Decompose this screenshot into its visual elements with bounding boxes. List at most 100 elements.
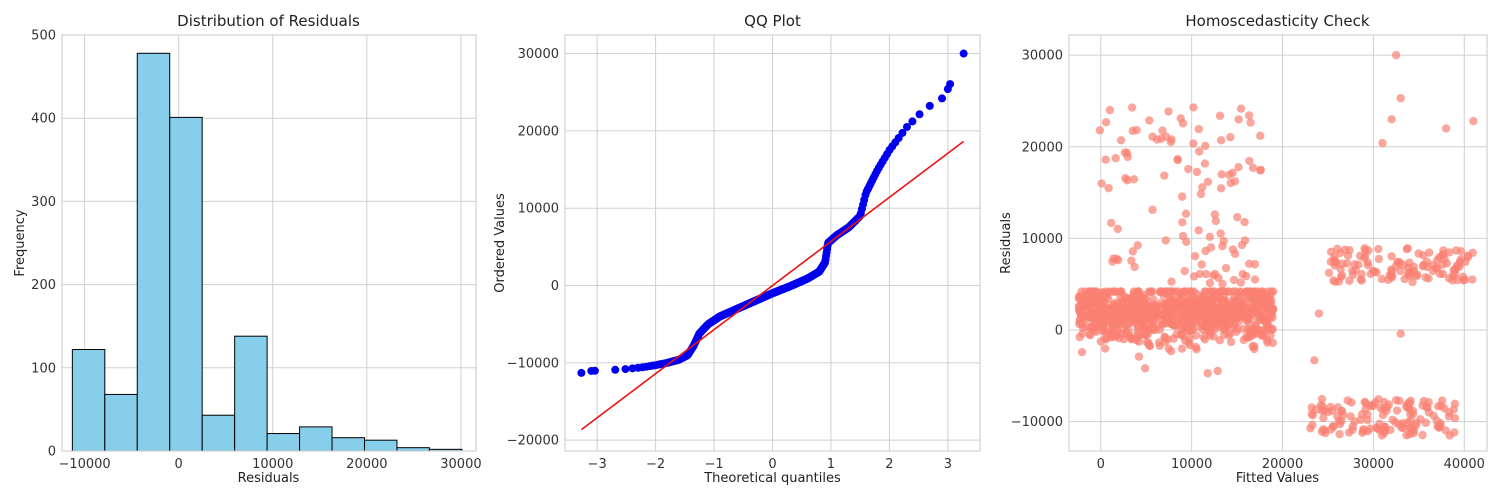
residual-point: [1256, 166, 1265, 175]
residual-point: [1174, 287, 1183, 296]
residual-point: [1234, 115, 1243, 124]
residual-point: [1197, 260, 1206, 269]
residual-point: [1115, 287, 1125, 296]
residual-point: [1441, 124, 1451, 133]
qq-point: [902, 122, 911, 131]
histogram-bar: [364, 439, 398, 452]
residual-point: [1201, 269, 1211, 279]
residual-point: [1405, 267, 1414, 277]
qq-point: [898, 128, 907, 137]
histogram-grid: [62, 34, 476, 452]
residual-point: [1356, 275, 1365, 284]
qq-plot-y-tick-label: 10000: [518, 202, 559, 217]
residual-point: [1123, 176, 1132, 185]
residual-point: [1229, 275, 1239, 285]
residual-point: [1205, 278, 1215, 288]
residual-point: [1216, 136, 1226, 145]
residual-point: [1127, 103, 1137, 112]
qq-plot-x-tick-label: 3: [944, 457, 952, 472]
homoscedasticity-y-tick-label: 10000: [1022, 232, 1063, 247]
residual-point: [1396, 94, 1405, 103]
residual-point: [1414, 249, 1423, 258]
residual-point: [1134, 330, 1143, 340]
residual-point: [1380, 428, 1389, 438]
homoscedasticity-panel: Homoscedasticity Check Fitted Values Res…: [999, 12, 1488, 486]
qq-plot-x-tick-label: −2: [646, 457, 665, 472]
residual-point: [1217, 309, 1226, 318]
residual-point: [1185, 341, 1195, 350]
residual-point: [1317, 427, 1327, 436]
qq-plot-y-tick-label: −20000: [507, 434, 559, 449]
residual-point: [1217, 170, 1226, 179]
residual-point: [1450, 399, 1460, 409]
residual-point: [1312, 405, 1321, 414]
qq-plot-x-tick-label: 1: [827, 457, 835, 472]
residual-point: [1210, 269, 1220, 279]
residual-point: [1097, 179, 1106, 188]
histogram-bars: [71, 52, 463, 452]
residual-point: [1233, 212, 1242, 222]
residual-point: [1182, 304, 1192, 313]
residual-points: [1074, 50, 1478, 440]
homoscedasticity-x-tick-label: 30000: [1353, 457, 1394, 472]
residual-point: [1140, 318, 1149, 328]
residual-point: [1314, 309, 1324, 318]
histogram-panel: Distribution of Residuals Residuals Freq…: [13, 12, 482, 486]
residual-point: [1194, 226, 1203, 235]
residual-point: [1244, 111, 1254, 120]
histogram-bar: [299, 426, 333, 452]
residual-point: [1440, 254, 1449, 264]
residual-point: [1129, 175, 1139, 184]
residual-point: [1158, 126, 1167, 135]
histogram-title: Distribution of Residuals: [177, 12, 360, 30]
residual-point: [1130, 262, 1139, 272]
residual-point: [1173, 302, 1182, 312]
residual-point: [1468, 275, 1477, 284]
residual-point: [1159, 316, 1168, 326]
residual-point: [1177, 192, 1187, 201]
histogram-bar: [169, 116, 203, 452]
histogram-bar: [234, 335, 268, 452]
histogram-bar: [71, 348, 106, 452]
qq-point: [587, 366, 596, 375]
residual-point: [1148, 321, 1157, 330]
histogram-frame: [61, 34, 477, 452]
residual-point: [1201, 141, 1210, 151]
residual-point: [1091, 287, 1101, 296]
residual-point: [1395, 396, 1404, 405]
residual-point: [1346, 412, 1355, 421]
qq-plot-x-tick-label: −3: [588, 457, 607, 472]
residual-point: [1075, 303, 1084, 312]
residual-point: [1429, 411, 1438, 420]
residual-point: [1101, 335, 1111, 344]
residual-point: [1156, 134, 1166, 143]
residual-point: [1111, 332, 1120, 342]
residual-point: [1408, 277, 1417, 287]
homoscedasticity-y-tick-label: 20000: [1022, 140, 1063, 155]
residual-point: [1101, 155, 1110, 164]
residual-point: [1418, 401, 1427, 410]
residual-point: [1101, 117, 1111, 127]
residual-point: [1240, 217, 1249, 227]
residual-point: [1392, 406, 1402, 415]
residual-point: [1141, 294, 1151, 303]
residual-point: [1328, 422, 1338, 431]
residual-point: [1323, 407, 1333, 417]
histogram-y-tick-label: 100: [31, 361, 56, 376]
residual-point: [1075, 292, 1084, 302]
residual-point: [1450, 413, 1460, 423]
residual-point: [1236, 104, 1246, 113]
histogram-y-tick-label: 0: [48, 445, 56, 460]
residual-point: [1337, 406, 1347, 416]
residual-point: [1454, 259, 1463, 269]
residual-point: [1387, 115, 1396, 124]
residual-point: [1363, 415, 1372, 425]
residual-point: [1116, 136, 1126, 145]
residual-point: [1167, 277, 1176, 286]
residual-point: [1079, 312, 1089, 322]
residual-point: [1104, 183, 1113, 193]
residual-point: [1166, 137, 1176, 147]
residual-point: [1246, 118, 1255, 127]
residual-point: [1206, 243, 1216, 252]
residual-point: [1266, 331, 1275, 340]
